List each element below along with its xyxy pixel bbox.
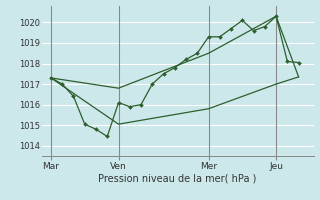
X-axis label: Pression niveau de la mer( hPa ): Pression niveau de la mer( hPa )	[99, 173, 257, 183]
